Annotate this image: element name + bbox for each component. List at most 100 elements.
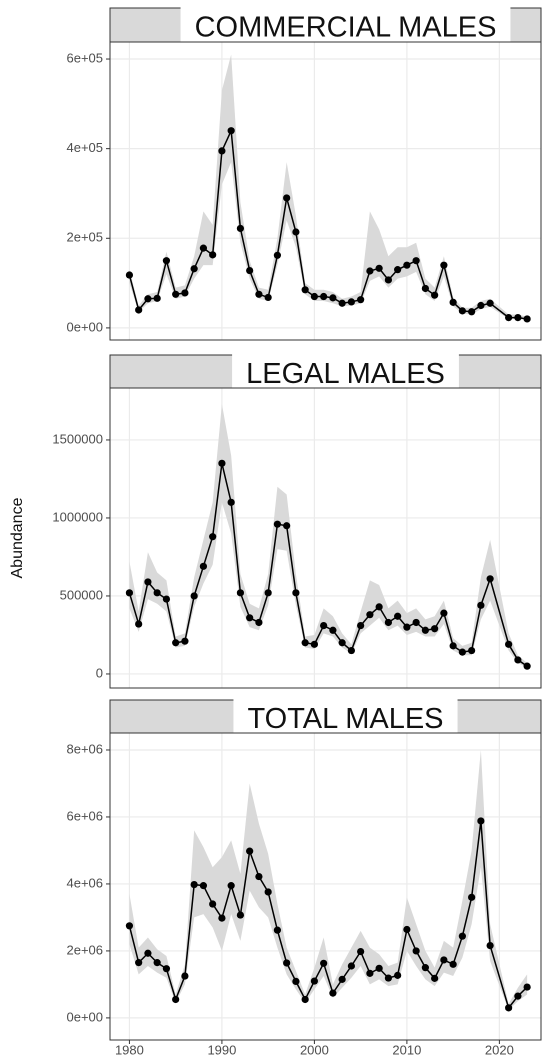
ribbon xyxy=(129,749,528,1011)
point xyxy=(514,313,522,322)
point xyxy=(264,888,272,896)
point xyxy=(181,972,189,980)
point xyxy=(218,459,226,467)
point xyxy=(162,595,171,603)
point xyxy=(135,959,143,967)
point xyxy=(347,646,355,655)
point xyxy=(505,313,513,322)
point xyxy=(301,995,309,1004)
point xyxy=(236,911,245,919)
x-tick-label: 2000 xyxy=(300,1042,329,1057)
point xyxy=(246,847,254,855)
point xyxy=(209,251,217,259)
point xyxy=(162,965,171,973)
point xyxy=(190,592,198,600)
point xyxy=(477,301,485,310)
point xyxy=(125,271,134,279)
point xyxy=(412,257,420,265)
point xyxy=(523,662,531,670)
point xyxy=(153,959,161,967)
point xyxy=(458,932,466,940)
point xyxy=(486,941,494,950)
point xyxy=(329,989,337,997)
point xyxy=(449,960,457,968)
point xyxy=(292,977,300,985)
point xyxy=(347,962,355,970)
point xyxy=(523,983,531,991)
x-tick-label: 1980 xyxy=(115,1042,144,1057)
point xyxy=(458,307,466,315)
point xyxy=(357,947,365,956)
point xyxy=(375,964,383,972)
point xyxy=(246,266,254,275)
point xyxy=(320,292,328,301)
point xyxy=(255,872,263,881)
point xyxy=(199,562,208,570)
y-tick-label: 4e+05 xyxy=(66,140,103,155)
point xyxy=(144,578,152,586)
point xyxy=(514,656,522,664)
point xyxy=(431,974,439,982)
y-tick-label: 0e+00 xyxy=(66,319,103,334)
point xyxy=(523,315,531,323)
point xyxy=(236,224,245,233)
point xyxy=(449,298,457,306)
point xyxy=(255,618,263,627)
panel-border xyxy=(109,387,542,689)
point xyxy=(366,611,374,619)
point xyxy=(403,261,411,269)
y-tick-label: 1500000 xyxy=(52,431,103,446)
point xyxy=(412,618,420,627)
point xyxy=(366,267,374,275)
point xyxy=(468,646,476,655)
strip-title: COMMERCIAL MALES xyxy=(195,12,497,44)
point xyxy=(338,975,346,983)
point xyxy=(172,290,180,298)
point xyxy=(292,589,300,597)
point xyxy=(181,289,189,297)
point xyxy=(301,286,309,294)
point xyxy=(329,626,337,634)
point xyxy=(394,612,402,620)
point xyxy=(403,925,411,934)
point xyxy=(394,266,402,274)
point xyxy=(329,294,337,302)
point xyxy=(357,296,365,304)
point xyxy=(412,947,420,955)
point xyxy=(236,589,245,597)
point xyxy=(144,949,152,957)
point xyxy=(505,640,513,648)
point xyxy=(273,251,282,259)
point xyxy=(514,992,522,1000)
point xyxy=(375,603,383,611)
point xyxy=(190,265,198,273)
point xyxy=(394,971,402,979)
point xyxy=(449,642,457,650)
point xyxy=(320,959,328,967)
panel-border xyxy=(109,732,542,1041)
point xyxy=(209,900,217,908)
point xyxy=(366,969,374,977)
y-tick-label: 6e+05 xyxy=(66,50,103,65)
point xyxy=(264,589,272,597)
point xyxy=(273,926,282,934)
point xyxy=(384,974,392,982)
point xyxy=(227,127,235,135)
point xyxy=(135,620,143,628)
strip-title: LEGAL MALES xyxy=(246,358,445,390)
point xyxy=(301,639,309,647)
point xyxy=(199,244,208,252)
strip-title: TOTAL MALES xyxy=(247,703,443,735)
point xyxy=(162,257,171,265)
ribbon xyxy=(129,54,528,321)
point xyxy=(283,522,291,530)
x-tick-label: 2010 xyxy=(392,1042,421,1057)
point xyxy=(310,977,319,985)
point xyxy=(440,261,448,269)
title-box xyxy=(232,349,459,392)
point xyxy=(125,589,134,597)
point xyxy=(135,306,143,314)
point xyxy=(218,914,226,922)
y-tick-label: 0e+00 xyxy=(66,1009,103,1024)
